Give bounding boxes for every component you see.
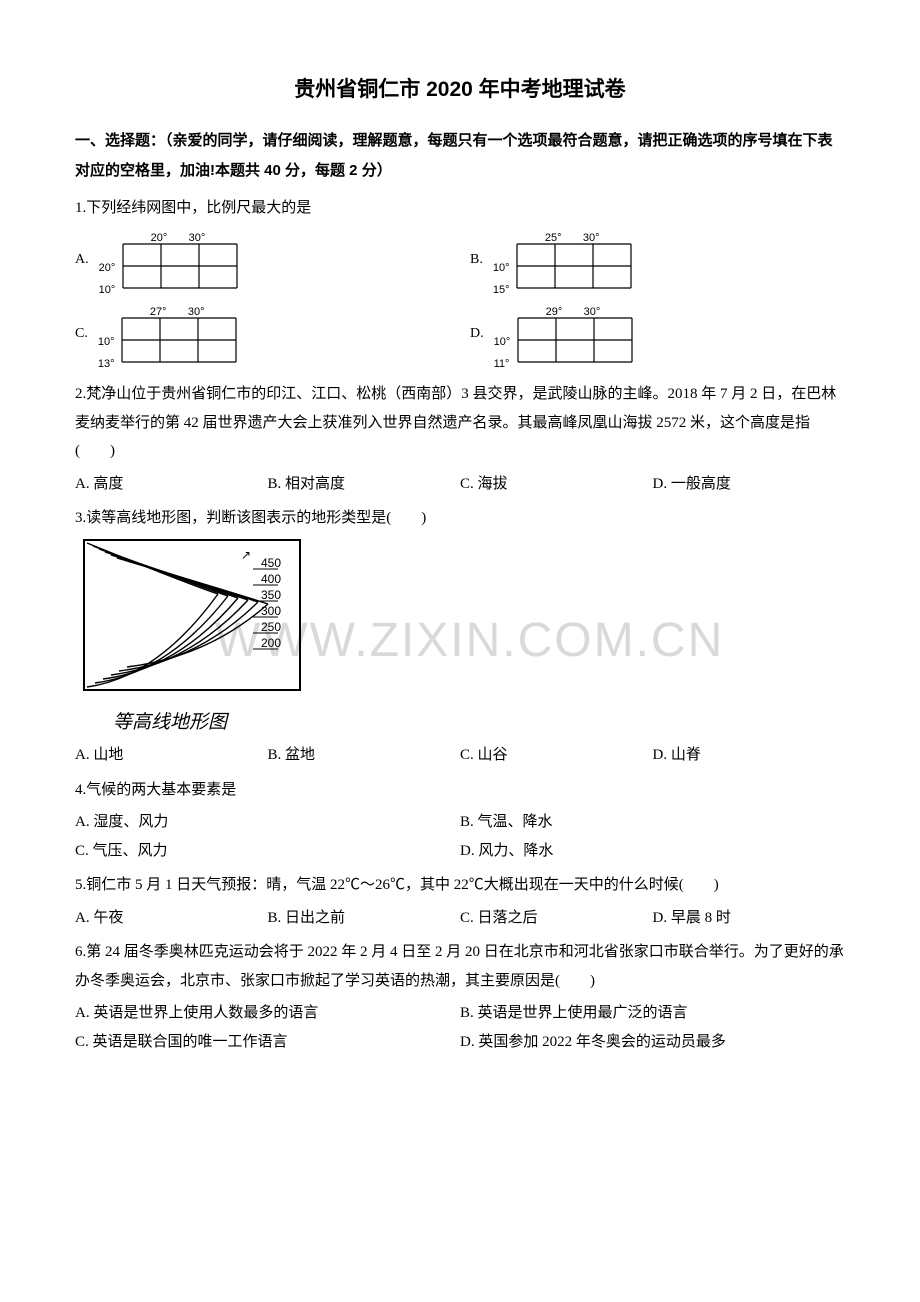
q2-option-b: B. 相对高度	[268, 470, 461, 499]
svg-text:250: 250	[261, 620, 281, 634]
q3-options: A. 山地 B. 盆地 C. 山谷 D. 山脊	[75, 741, 845, 770]
graticule-a: 20°30°20°10°	[97, 228, 241, 292]
q3-option-b: B. 盆地	[268, 741, 461, 770]
q1-text: 1.下列经纬网图中，比例尺最大的是	[75, 194, 845, 223]
q3-option-a: A. 山地	[75, 741, 268, 770]
q6-option-c: C. 英语是联合国的唯一工作语言	[75, 1028, 460, 1057]
q2-option-a: A. 高度	[75, 470, 268, 499]
q4-option-c: C. 气压、风力	[75, 837, 460, 866]
section-instructions: 一、选择题：（亲爱的同学，请仔细阅读，理解题意，每题只有一个选项最符合题意，请把…	[75, 126, 845, 186]
q1-option-c: C. 27°30°10°13°	[75, 302, 450, 366]
q1-option-b: B. 25°30°10°15°	[470, 228, 845, 292]
q4-option-d: D. 风力、降水	[460, 837, 845, 866]
q2-text: 2.梵净山位于贵州省铜仁市的印江、江口、松桃（西南部）3 县交界，是武陵山脉的主…	[75, 380, 845, 466]
svg-text:200: 200	[261, 636, 281, 650]
graticule-d: 29°30°10°11°	[492, 302, 636, 366]
graticule-b: 25°30°10°15°	[491, 228, 635, 292]
q6-text: 6.第 24 届冬季奥林匹克运动会将于 2022 年 2 月 4 日至 2 月 …	[75, 938, 845, 995]
q5-option-c: C. 日落之后	[460, 904, 653, 933]
q4-option-b: B. 气温、降水	[460, 808, 845, 837]
q3-option-d: D. 山脊	[653, 741, 846, 770]
q4-text: 4.气候的两大基本要素是	[75, 776, 845, 805]
option-label: A.	[75, 247, 89, 274]
q6-options: A. 英语是世界上使用人数最多的语言 B. 英语是世界上使用最广泛的语言 C. …	[75, 999, 845, 1056]
graticule-c: 27°30°10°13°	[96, 302, 240, 366]
q3-option-c: C. 山谷	[460, 741, 653, 770]
q2-option-c: C. 海拔	[460, 470, 653, 499]
q5-options: A. 午夜 B. 日出之前 C. 日落之后 D. 早晨 8 时	[75, 904, 845, 933]
q3-text: 3.读等高线地形图，判断该图表示的地形类型是( )	[75, 504, 845, 533]
q6-option-b: B. 英语是世界上使用最广泛的语言	[460, 999, 845, 1028]
q4-option-a: A. 湿度、风力	[75, 808, 460, 837]
page-title: 贵州省铜仁市 2020 年中考地理试卷	[75, 70, 845, 110]
q1-options-grid: A. 20°30°20°10° B. 25°30°10°15° C. 27°30…	[75, 228, 845, 366]
q6-option-a: A. 英语是世界上使用人数最多的语言	[75, 999, 460, 1028]
q2-options: A. 高度 B. 相对高度 C. 海拔 D. 一般高度	[75, 470, 845, 499]
q5-option-d: D. 早晨 8 时	[653, 904, 846, 933]
svg-text:400: 400	[261, 572, 281, 586]
svg-text:350: 350	[261, 588, 281, 602]
q6-option-d: D. 英国参加 2022 年冬奥会的运动员最多	[460, 1028, 845, 1057]
q4-options: A. 湿度、风力 B. 气温、降水 C. 气压、风力 D. 风力、降水	[75, 808, 845, 865]
contour-figure: 450 400 350 300 250 200 ↗	[83, 539, 845, 702]
option-label: C.	[75, 321, 88, 348]
q5-option-b: B. 日出之前	[268, 904, 461, 933]
q2-option-d: D. 一般高度	[653, 470, 846, 499]
q5-text: 5.铜仁市 5 月 1 日天气预报：晴，气温 22℃～26℃，其中 22℃大概出…	[75, 871, 845, 900]
q1-option-d: D. 29°30°10°11°	[470, 302, 845, 366]
svg-text:300: 300	[261, 604, 281, 618]
option-label: B.	[470, 247, 483, 274]
svg-text:↗: ↗	[241, 548, 251, 562]
option-label: D.	[470, 321, 484, 348]
contour-caption: 等高线地形图	[113, 705, 845, 741]
svg-text:450: 450	[261, 556, 281, 570]
q1-option-a: A. 20°30°20°10°	[75, 228, 450, 292]
q5-option-a: A. 午夜	[75, 904, 268, 933]
